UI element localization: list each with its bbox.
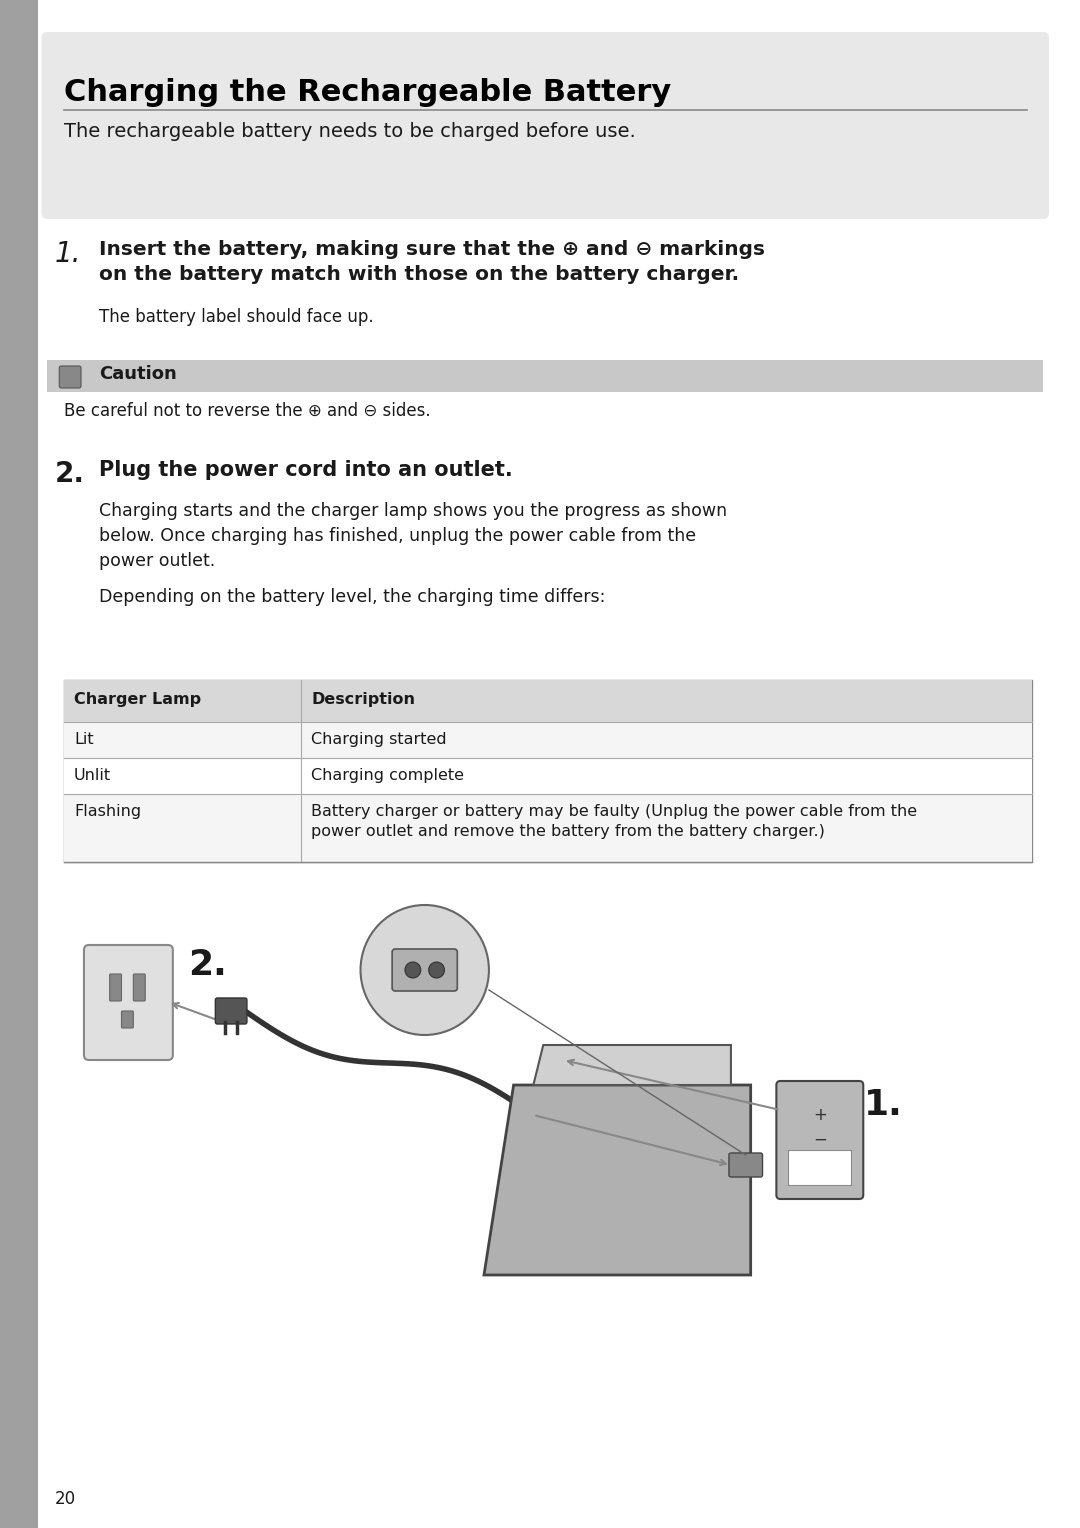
FancyBboxPatch shape — [392, 949, 457, 992]
FancyBboxPatch shape — [133, 973, 145, 1001]
FancyBboxPatch shape — [48, 361, 1043, 393]
Text: Charging starts and the charger lamp shows you the progress as shown
below. Once: Charging starts and the charger lamp sho… — [98, 503, 727, 570]
Text: Be careful not to reverse the ⊕ and ⊖ sides.: Be careful not to reverse the ⊕ and ⊖ si… — [64, 402, 431, 420]
Text: Unlit: Unlit — [75, 769, 111, 782]
Text: +: + — [813, 1106, 827, 1125]
Text: 1.: 1. — [54, 240, 81, 267]
FancyBboxPatch shape — [121, 1012, 133, 1028]
FancyBboxPatch shape — [788, 1151, 851, 1186]
Text: Plug the power cord into an outlet.: Plug the power cord into an outlet. — [98, 460, 513, 480]
Circle shape — [405, 963, 421, 978]
FancyBboxPatch shape — [64, 680, 1032, 862]
Text: 20: 20 — [54, 1490, 76, 1508]
FancyBboxPatch shape — [64, 758, 1032, 795]
FancyBboxPatch shape — [215, 998, 247, 1024]
Circle shape — [361, 905, 489, 1034]
Text: Charger Lamp: Charger Lamp — [75, 692, 201, 707]
Text: 2.: 2. — [54, 460, 84, 487]
FancyBboxPatch shape — [777, 1080, 863, 1199]
Text: The battery label should face up.: The battery label should face up. — [98, 309, 374, 325]
FancyBboxPatch shape — [729, 1154, 762, 1177]
Text: 1.: 1. — [864, 1088, 903, 1122]
FancyBboxPatch shape — [110, 973, 121, 1001]
FancyBboxPatch shape — [64, 795, 1032, 862]
FancyBboxPatch shape — [64, 723, 1032, 758]
Text: 2.: 2. — [188, 947, 227, 983]
FancyBboxPatch shape — [41, 32, 1049, 219]
FancyBboxPatch shape — [0, 0, 38, 1528]
Polygon shape — [484, 1085, 751, 1274]
Circle shape — [429, 963, 445, 978]
Text: Insert the battery, making sure that the ⊕ and ⊖ markings
on the battery match w: Insert the battery, making sure that the… — [98, 240, 765, 284]
Text: The rechargeable battery needs to be charged before use.: The rechargeable battery needs to be cha… — [64, 122, 636, 141]
Text: Caution: Caution — [98, 365, 176, 384]
Text: Flashing: Flashing — [75, 804, 141, 819]
Polygon shape — [534, 1045, 731, 1085]
Text: Charging the Rechargeable Battery: Charging the Rechargeable Battery — [64, 78, 672, 107]
FancyBboxPatch shape — [84, 944, 173, 1060]
Text: Charging started: Charging started — [311, 732, 447, 747]
Text: Lit: Lit — [75, 732, 94, 747]
Text: Depending on the battery level, the charging time differs:: Depending on the battery level, the char… — [98, 588, 605, 607]
Text: Charging complete: Charging complete — [311, 769, 464, 782]
Text: Battery charger or battery may be faulty (Unplug the power cable from the
power : Battery charger or battery may be faulty… — [311, 804, 917, 839]
Text: Description: Description — [311, 692, 415, 707]
FancyBboxPatch shape — [64, 680, 1032, 723]
FancyBboxPatch shape — [59, 367, 81, 388]
Text: −: − — [813, 1131, 827, 1149]
